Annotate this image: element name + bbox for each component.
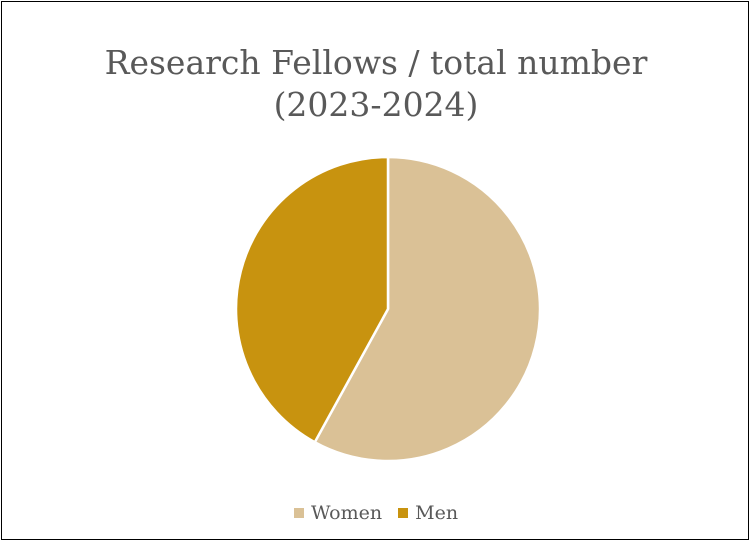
legend-swatch-men [398,508,409,518]
pie-slice-men [234,155,390,444]
chart-legend: Women Men [2,502,750,524]
legend-item-men: Men [398,502,458,524]
chart-title-line-2: (2023-2024) [273,85,479,124]
legend-item-women: Women [293,502,383,524]
chart-title-line-1: Research Fellows / total number [104,43,648,82]
legend-label-women: Women [310,502,383,524]
legend-swatch-women [293,508,304,518]
chart-title: Research Fellows / total number (2023-20… [2,42,750,126]
pie-slice-women [313,155,542,463]
legend-label-men: Men [415,502,459,524]
